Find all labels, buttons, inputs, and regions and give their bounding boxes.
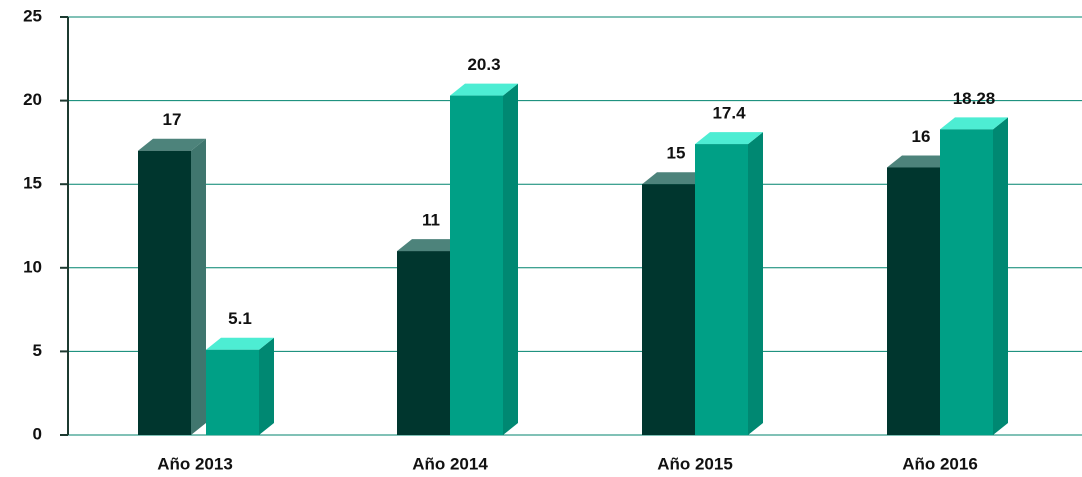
bar-side (748, 132, 763, 435)
bar (138, 138, 206, 435)
y-tick-label: 10 (23, 257, 42, 276)
value-label: 17 (163, 110, 182, 129)
value-label: 17.4 (712, 104, 746, 123)
bar-front (940, 129, 993, 435)
bar (450, 83, 518, 436)
bar (206, 337, 274, 435)
bar-side (259, 337, 274, 435)
bar-top (138, 138, 206, 151)
x-tick-label: Año 2014 (412, 454, 488, 473)
bar-top (397, 239, 465, 252)
bar-front (695, 144, 748, 435)
value-label: 20.3 (467, 55, 500, 74)
bar-top (206, 337, 274, 350)
value-label: 15 (667, 144, 686, 163)
bar-front (887, 167, 940, 436)
bar-top (642, 172, 710, 185)
bar-front (642, 184, 695, 435)
bar-front (450, 95, 503, 436)
bar-side (191, 138, 206, 435)
bar-front (397, 251, 450, 435)
x-tick-label: Año 2016 (902, 454, 978, 473)
bar-top (940, 117, 1008, 130)
bar (940, 117, 1008, 435)
bar-side (993, 117, 1008, 435)
y-tick-label: 5 (33, 341, 42, 360)
bar-top (450, 83, 518, 96)
bar (695, 132, 763, 435)
bar-front (138, 150, 191, 435)
bar-top (887, 155, 955, 168)
bar-side (503, 83, 518, 436)
bar-front (206, 349, 259, 435)
x-tick-label: Año 2013 (157, 454, 233, 473)
x-tick-label: Año 2015 (657, 454, 733, 473)
value-label: 11 (422, 211, 440, 230)
y-tick-label: 20 (23, 90, 42, 109)
y-tick-label: 0 (33, 424, 42, 443)
value-label: 18.28 (953, 89, 996, 108)
y-tick-label: 15 (23, 174, 42, 193)
value-label: 5.1 (228, 309, 252, 328)
bar-top (695, 132, 763, 145)
y-tick-label: 25 (23, 6, 42, 25)
value-label: 16 (912, 127, 931, 146)
